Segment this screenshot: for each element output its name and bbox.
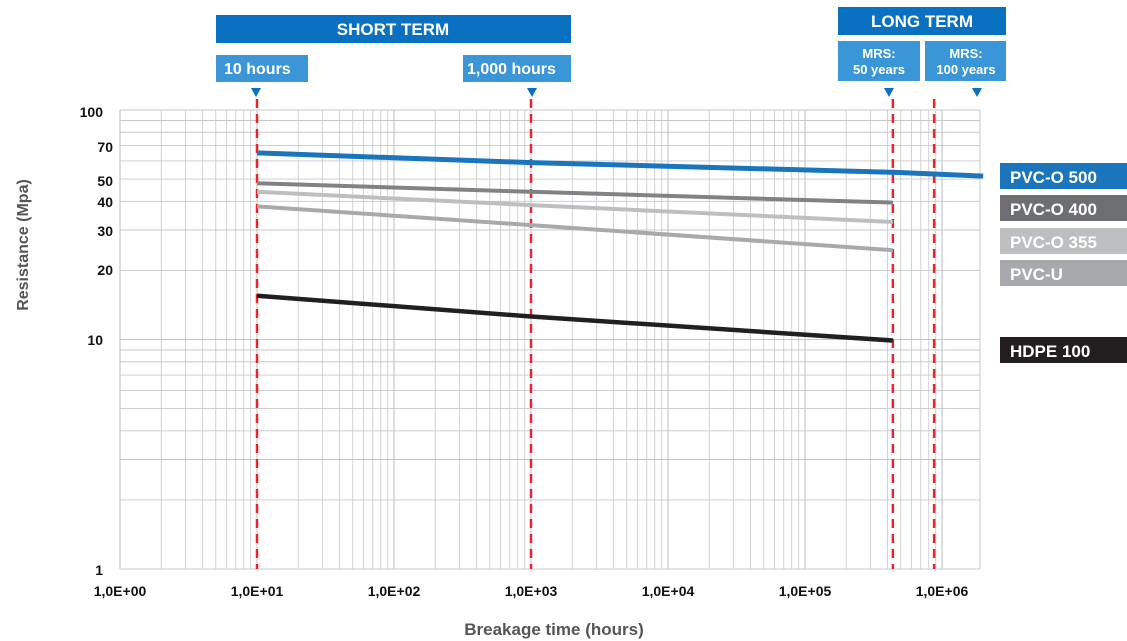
marker-10-hours-icon xyxy=(251,88,261,97)
y-tick-label: 40 xyxy=(97,194,113,210)
short-term-label: SHORT TERM xyxy=(337,20,449,39)
series-line-pvc-o-500 xyxy=(256,150,984,179)
legend-swatch-pvc-o-355 xyxy=(1000,228,1127,254)
series-line-pvc-u xyxy=(256,204,894,253)
short-term-banner xyxy=(216,15,571,43)
legend-label-pvc-u: PVC-U xyxy=(1010,265,1063,284)
x-tick-label: 1,0E+06 xyxy=(916,583,969,599)
legend-swatch-pvc-o-400 xyxy=(1000,195,1127,221)
marker-mrs-100-icon xyxy=(972,88,982,97)
y-tick-label: 20 xyxy=(97,262,113,278)
y-tick-label: 30 xyxy=(97,223,113,239)
series-lines xyxy=(256,150,984,343)
label-mrs-100-box xyxy=(925,41,1006,81)
label-1000-hours-box xyxy=(463,55,571,82)
label-mrs-100-line1: MRS: xyxy=(949,46,982,61)
marker-1000-hours-icon xyxy=(527,88,537,97)
series-line-pvc-o-355 xyxy=(256,189,893,224)
series-line-hdpe-100 xyxy=(256,293,894,343)
legend-label-pvc-o-355: PVC-O 355 xyxy=(1010,233,1097,252)
label-1000-hours: 1,000 hours xyxy=(467,61,556,78)
label-mrs-50-line2: 50 years xyxy=(853,62,905,77)
long-term-banner xyxy=(838,7,1006,35)
label-mrs-50-line1: MRS: xyxy=(862,46,895,61)
legend-swatch-pvc-u xyxy=(1000,260,1127,286)
marker-mrs-50-icon xyxy=(884,88,894,97)
series-line-pvc-o-400 xyxy=(256,181,893,205)
y-tick-label: 10 xyxy=(87,332,103,348)
long-term-label: LONG TERM xyxy=(871,12,973,31)
x-tick-label: 1,0E+00 xyxy=(94,583,147,599)
x-tick-label: 1,0E+01 xyxy=(231,583,284,599)
y-tick-label: 70 xyxy=(97,139,113,155)
x-axis-title: Breakage time (hours) xyxy=(464,620,644,639)
y-tick-labels: 100 70 50 40 30 20 10 1 xyxy=(80,104,114,578)
label-mrs-100-line2: 100 years xyxy=(936,62,995,77)
y-axis-title: Resistance (Mpa) xyxy=(15,179,32,311)
label-10-hours-box xyxy=(216,55,308,82)
label-mrs-50-box xyxy=(838,41,920,81)
y-tick-label: 100 xyxy=(80,104,104,120)
reference-lines xyxy=(255,99,936,569)
x-tick-label: 1,0E+04 xyxy=(642,583,695,599)
y-tick-label: 1 xyxy=(95,562,103,578)
legend-label-hdpe-100: HDPE 100 xyxy=(1010,342,1090,361)
x-tick-label: 1,0E+03 xyxy=(505,583,558,599)
label-10-hours: 10 hours xyxy=(224,61,291,78)
x-tick-labels: 1,0E+00 1,0E+01 1,0E+02 1,0E+03 1,0E+04 … xyxy=(94,583,969,599)
y-tick-label: 50 xyxy=(97,173,113,189)
legend-label-pvc-o-400: PVC-O 400 xyxy=(1010,200,1097,219)
x-tick-label: 1,0E+05 xyxy=(779,583,832,599)
legend-swatch-pvc-o-500 xyxy=(1000,163,1127,189)
legend: PVC-O 500 PVC-O 400 PVC-O 355 PVC-U HDPE… xyxy=(1000,163,1127,363)
legend-swatch-hdpe-100 xyxy=(1000,337,1127,363)
legend-label-pvc-o-500: PVC-O 500 xyxy=(1010,168,1097,187)
x-tick-label: 1,0E+02 xyxy=(368,583,421,599)
